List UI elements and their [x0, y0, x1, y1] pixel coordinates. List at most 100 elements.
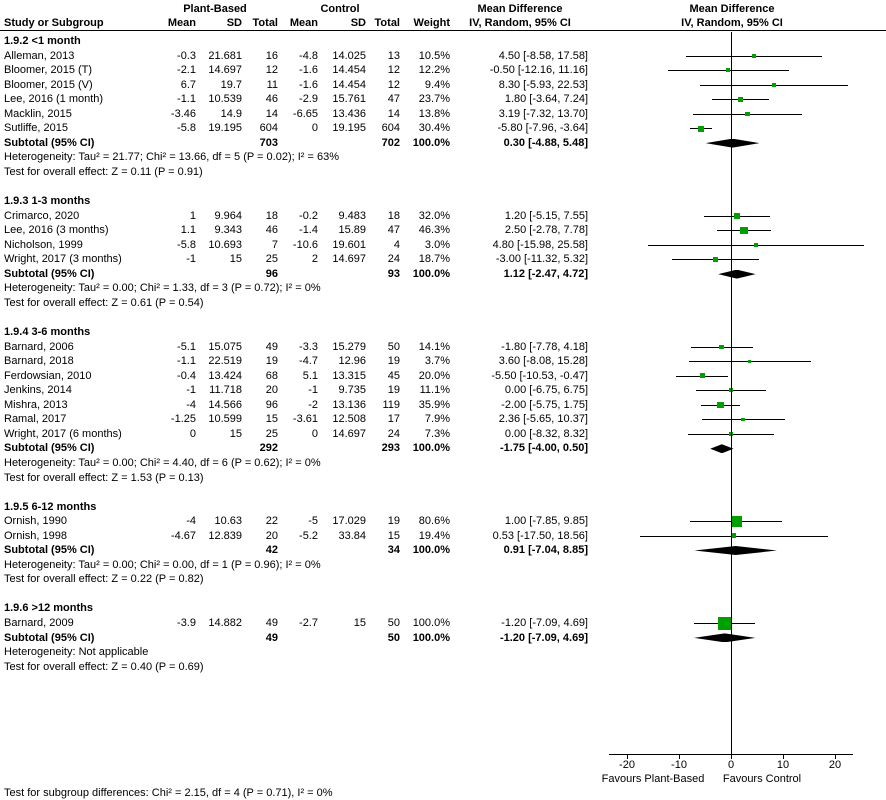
ci-column-header: IV, Random, 95% CI — [469, 17, 571, 29]
study-name: Barnard, 2009 — [4, 617, 74, 629]
control-mean: 5.1 — [302, 369, 318, 382]
plant-mean: 1.1 — [180, 224, 196, 237]
mean-difference-column-header: Mean Difference — [477, 3, 563, 15]
control-total: 47 — [387, 224, 400, 237]
ci-text: -5.80 [-7.96, -3.64] — [497, 122, 589, 135]
heterogeneity-text: Heterogeneity: Tau² = 0.00; Chi² = 1.33,… — [4, 282, 321, 295]
zero-line — [731, 32, 732, 754]
plant-mean: 1 — [189, 209, 196, 222]
study-name: Mishra, 2013 — [4, 398, 68, 411]
axis-tick-label: -10 — [671, 759, 687, 771]
study-name: Bloomer, 2015 (T) — [4, 64, 93, 77]
ci-text: 2.50 [-2.78, 7.78] — [504, 224, 588, 237]
plant-mean: -0.3 — [177, 49, 196, 62]
subtotal-ci-text: -1.75 [-4.00, 0.50] — [499, 442, 588, 455]
overall-effect-text: Test for overall effect: Z = 0.22 (P = 0… — [4, 573, 204, 586]
subtotal-control-total: 50 — [387, 631, 400, 644]
plant-sd: 10.63 — [214, 515, 242, 528]
overall-effect-row: Test for overall effect: Z = 0.22 (P = 0… — [0, 572, 886, 587]
control-mean: -4.7 — [299, 355, 318, 368]
effect-square — [745, 111, 750, 117]
group-title-row: 1.9.5 6-12 months — [0, 500, 886, 515]
subtotal-diamond — [694, 546, 777, 556]
plant-mean: -3.9 — [177, 617, 196, 629]
plant-total: 15 — [265, 413, 278, 426]
control-total: 12 — [387, 78, 400, 91]
study-row: Sutliffe, 2015 -5.8 19.195 604 0 19.195 604 30.… — [0, 121, 886, 136]
study-name: Nicholson, 1999 — [4, 238, 83, 251]
effect-square — [737, 96, 744, 103]
subtotal-plant-total: 49 — [265, 631, 278, 644]
control-sd: 33.84 — [338, 529, 366, 542]
control-sd: 13.136 — [332, 398, 366, 411]
subtotal-control-total: 702 — [381, 136, 400, 149]
plant-sd: 14.566 — [208, 398, 242, 411]
axis-tick-label: 0 — [727, 759, 735, 771]
heterogeneity-text: Heterogeneity: Tau² = 0.00; Chi² = 0.00,… — [4, 558, 321, 571]
subtotal-control-total: 93 — [387, 267, 400, 280]
subtotal-weight: 100.0% — [412, 136, 450, 149]
control-total: 47 — [387, 93, 400, 106]
control-total: 604 — [381, 122, 400, 135]
plant-sd: 14.697 — [208, 64, 242, 77]
study-name: Crimarco, 2020 — [4, 209, 80, 222]
group-title: 1.9.6 >12 months — [4, 602, 93, 615]
plant-mean: -1 — [186, 253, 196, 266]
effect-square — [741, 417, 746, 422]
control-mean: -2 — [308, 398, 318, 411]
ci-text: -5.50 [-10.53, -0.47] — [491, 369, 588, 382]
subtotal-row: Subtotal (95% CI) 42 34 100.0% 0.91 [-7.04, … — [0, 543, 886, 558]
plant-based-group-header: Plant-Based — [183, 3, 247, 15]
study-row: Lee, 2016 (3 months) 1.1 9.343 46 -1.4 15.89 4… — [0, 223, 886, 238]
subtotal-control-total: 293 — [381, 442, 400, 455]
subtotal-control-total: 34 — [387, 544, 400, 557]
plant-mean: 0 — [189, 427, 196, 440]
effect-square — [772, 82, 777, 87]
effect-square — [740, 226, 748, 235]
plant-mean: -4 — [186, 515, 196, 528]
group-title: 1.9.4 3-6 months — [4, 326, 91, 338]
plant-sd: 12.839 — [208, 529, 242, 542]
subtotal-row: Subtotal (95% CI) 703 702 100.0% 0.30 [-4.88… — [0, 136, 886, 151]
control-total: 17 — [387, 413, 400, 426]
weight-value: 12.2% — [418, 64, 450, 77]
control-mean: 0 — [311, 122, 318, 135]
control-total: 45 — [387, 369, 400, 382]
control-sd: 15.761 — [332, 93, 366, 106]
plant-mean: -4.67 — [170, 529, 196, 542]
plant-mean: 6.7 — [180, 78, 196, 91]
plot-title: Mean Difference — [689, 3, 775, 15]
plant-sd: 19.195 — [208, 122, 242, 135]
plant-mean: -1 — [186, 384, 196, 397]
control-mean: 0 — [311, 427, 318, 440]
effect-square — [726, 68, 731, 73]
control-total: 14 — [387, 107, 400, 120]
effect-square — [729, 432, 733, 436]
group-title: 1.9.3 1-3 months — [4, 195, 91, 208]
study-row: Lee, 2016 (1 month) -1.1 10.539 46 -2.9 15.76… — [0, 92, 886, 107]
axis-tick — [679, 754, 680, 759]
study-name: Wright, 2017 (6 months) — [4, 427, 122, 440]
plant-total: 14 — [265, 107, 278, 120]
ci-text: 4.80 [-15.98, 25.58] — [492, 238, 588, 251]
heterogeneity-row: Heterogeneity: Tau² = 0.00; Chi² = 4.40,… — [0, 456, 886, 471]
control-sd: 15.279 — [332, 340, 366, 353]
weight-value: 80.6% — [418, 515, 450, 528]
ci-text: 0.00 [-6.75, 6.75] — [504, 384, 588, 397]
ci-text: 3.60 [-8.08, 15.28] — [498, 355, 588, 368]
control-mean: -0.2 — [299, 209, 318, 222]
control-sd: 12.508 — [332, 413, 366, 426]
study-name: Barnard, 2018 — [4, 355, 74, 368]
axis-tick — [783, 754, 784, 759]
control-sd: 14.025 — [332, 49, 366, 62]
subtotal-weight: 100.0% — [412, 631, 450, 644]
control-mean: -4.8 — [299, 49, 318, 62]
axis-line — [608, 754, 854, 755]
control-mean: -1.4 — [299, 224, 318, 237]
study-column-header: Study or Subgroup — [4, 17, 104, 29]
ci-text: 1.80 [-3.64, 7.24] — [504, 93, 588, 106]
plant-sd: 9.343 — [214, 224, 242, 237]
control-sd: 14.454 — [332, 64, 366, 77]
study-name: Lee, 2016 (3 months) — [4, 224, 109, 237]
